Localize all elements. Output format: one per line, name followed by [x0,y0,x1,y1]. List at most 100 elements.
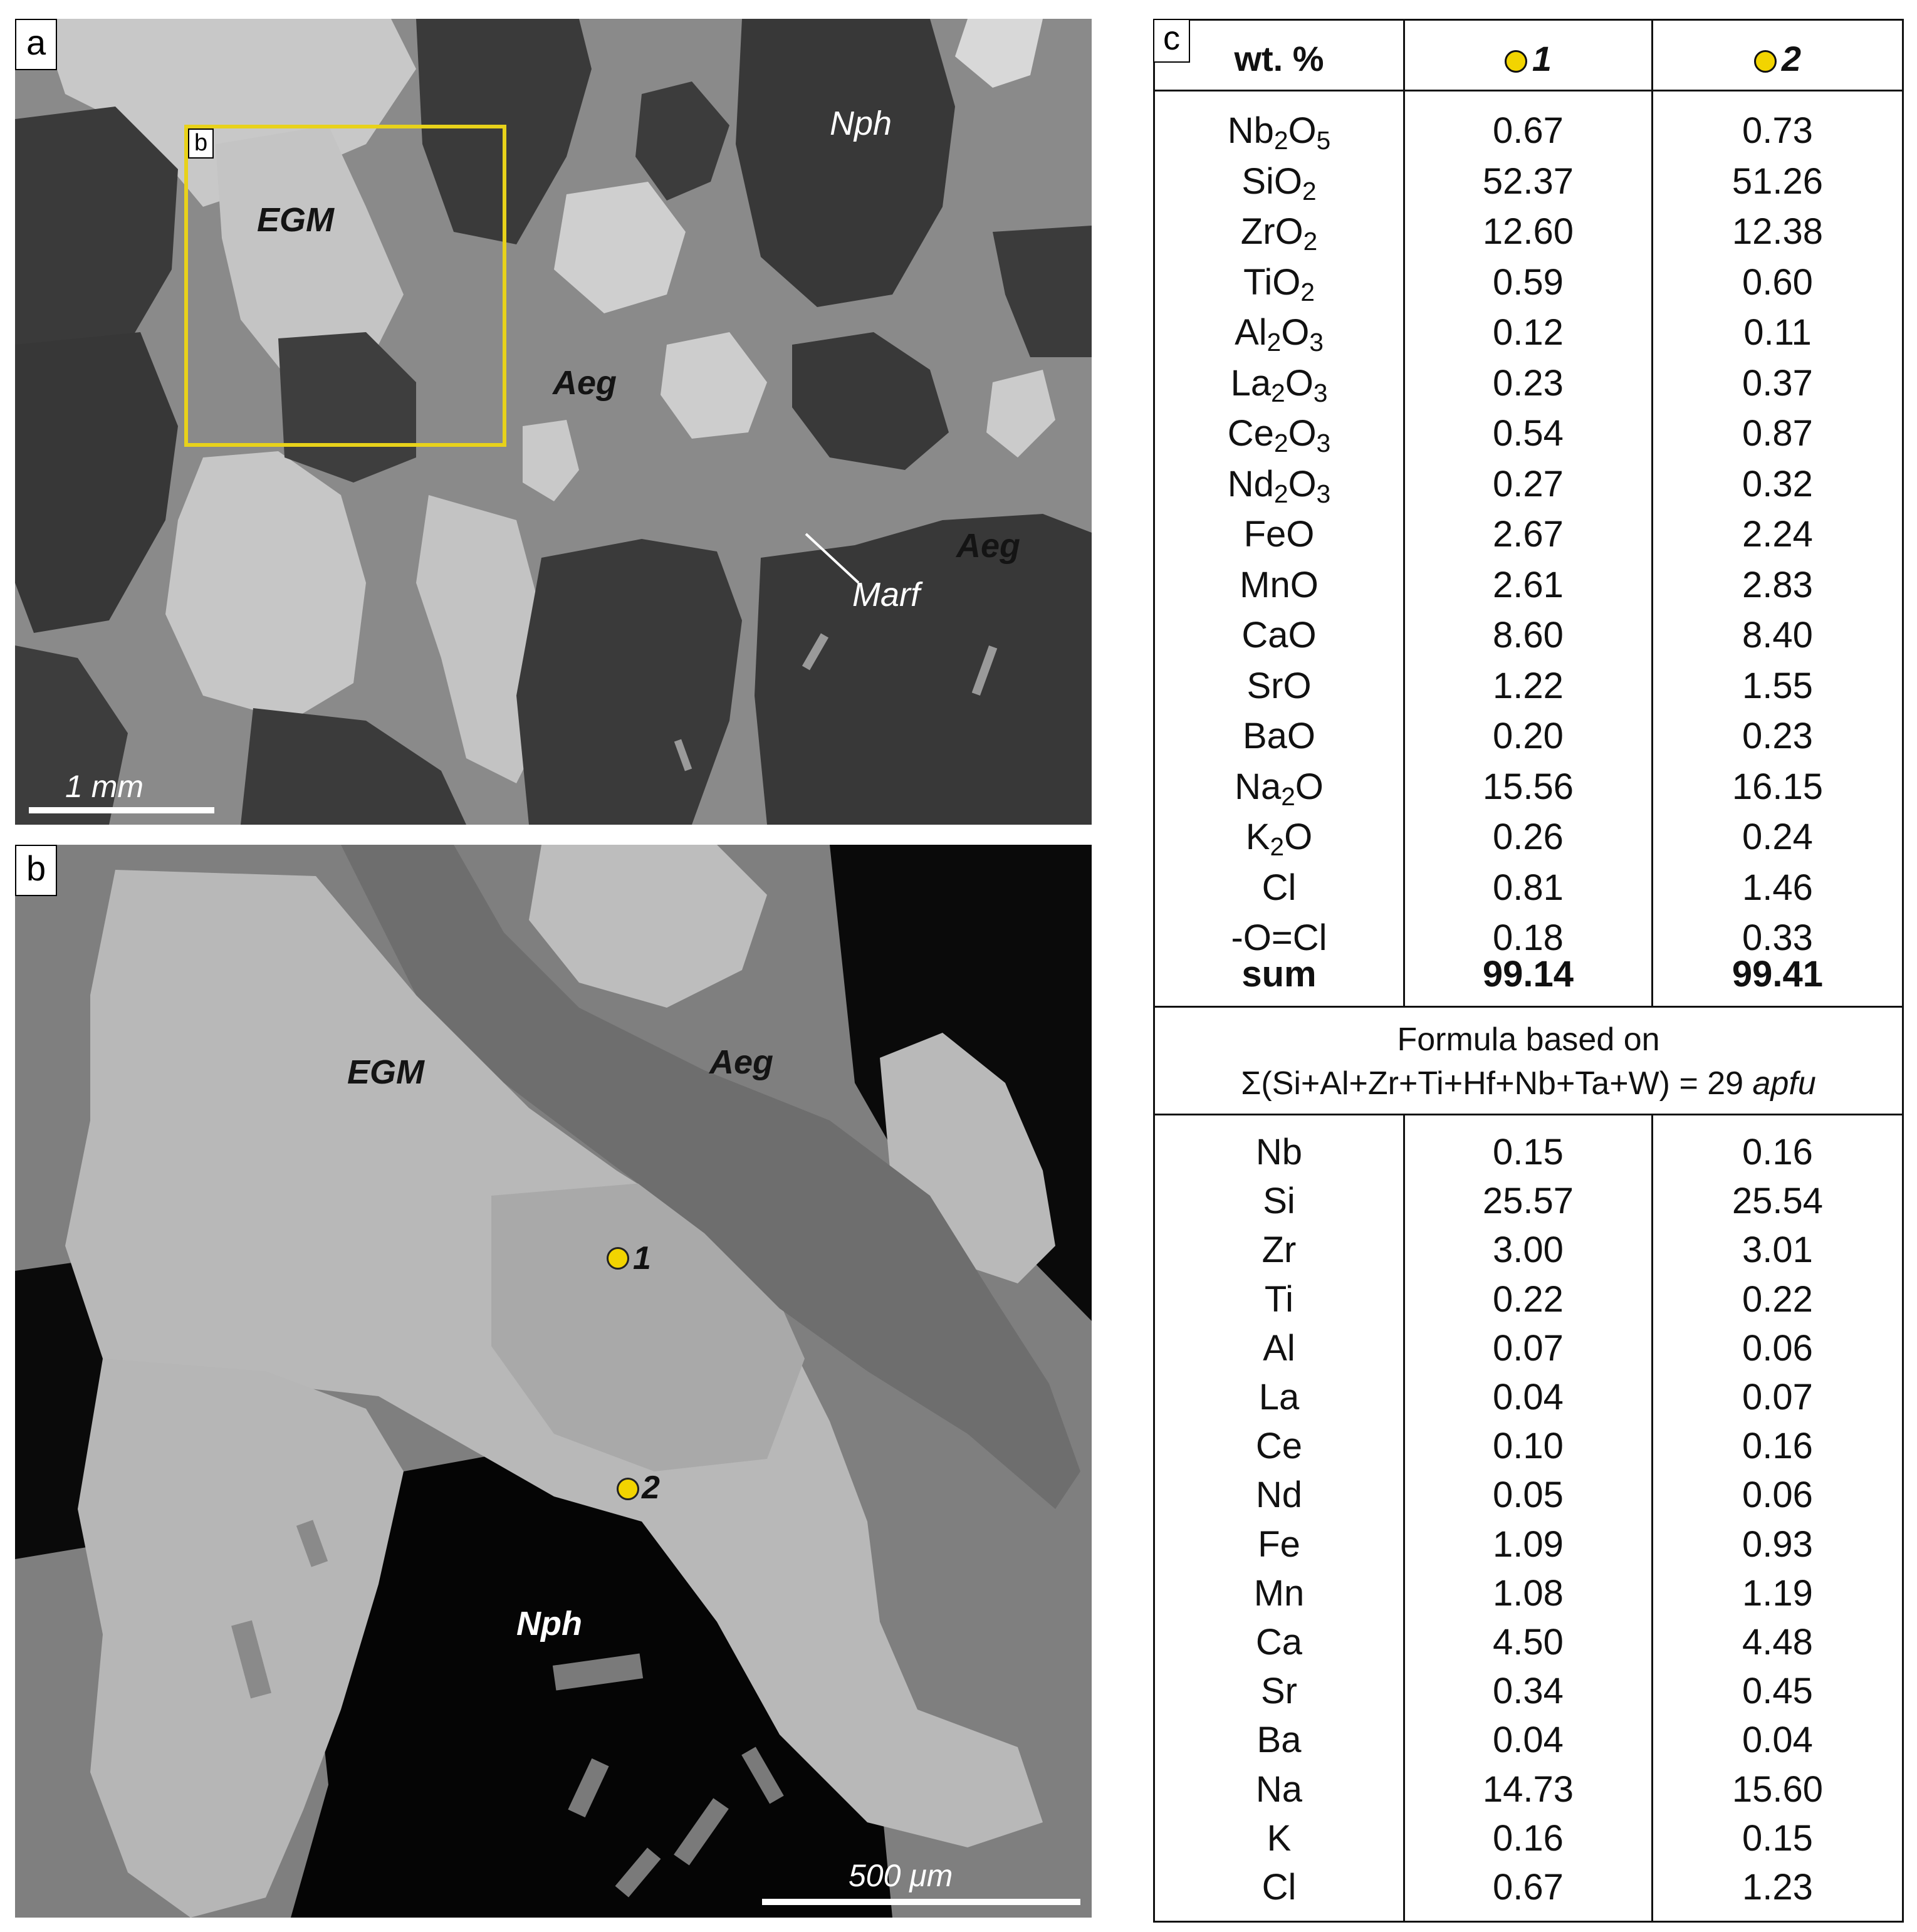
element-value-2: 0.45 [1742,1671,1813,1712]
oxide-value-2: 16.15 [1732,766,1824,807]
element-name: Al [1263,1327,1295,1369]
element-value-2: 0.06 [1742,1327,1813,1369]
element-value-1: 0.04 [1493,1377,1564,1418]
analysis-point-1-marker[interactable] [607,1247,629,1270]
oxide-name: MnO [1240,564,1319,605]
oxide-name: SrO [1246,665,1312,706]
oxide-value-2: 0.11 [1743,312,1812,353]
oxide-value-2: 8.40 [1742,615,1813,655]
element-value-2: 1.19 [1742,1572,1813,1614]
element-name: Na [1255,1768,1303,1810]
oxide-name: Cl [1261,867,1297,908]
oxide-name: -O=Cl [1231,917,1327,958]
sum-value-2: 99.41 [1732,954,1824,995]
oxide-name: FeO [1243,514,1315,555]
oxide-name: Nb2O5 [1227,110,1331,155]
oxide-value-2: 0.24 [1742,817,1813,857]
oxide-value-2: 2.24 [1742,514,1813,555]
element-value-2: 15.60 [1732,1768,1824,1810]
oxide-value-1: 0.18 [1493,917,1564,958]
element-value-2: 0.06 [1742,1475,1813,1516]
column-divider-1 [1403,21,1405,1006]
oxide-value-1: 0.67 [1493,110,1564,151]
formula-divider [1155,1114,1902,1115]
oxide-value-1: 0.20 [1493,716,1564,756]
element-name: Ca [1255,1622,1303,1663]
oxide-value-2: 0.23 [1742,716,1813,756]
bse-texture-a [15,19,1092,825]
element-name: Nd [1255,1475,1303,1516]
mineral-label-nph: Nph [830,105,892,142]
header-divider [1155,90,1902,91]
element-name: Sr [1261,1671,1297,1712]
header-point-1: 1 [1405,38,1651,79]
scale-label-b: 500 μm [849,1858,953,1893]
element-value-1: 3.00 [1493,1230,1564,1271]
oxide-value-2: 12.38 [1732,211,1824,252]
oxide-value-1: 2.61 [1493,564,1564,605]
oxide-value-2: 0.73 [1742,110,1813,151]
oxide-value-2: 51.26 [1732,160,1824,202]
oxide-name: Al2O3 [1235,312,1324,357]
formula-basis-line-2: Σ(Si+Al+Zr+Ti+Hf+Nb+Ta+W) = 29 apfu [1241,1065,1816,1102]
oxide-name: La2O3 [1230,362,1328,407]
oxide-name: ZrO2 [1240,211,1318,256]
element-name: Ce [1255,1426,1303,1467]
element-value-1: 0.10 [1493,1426,1564,1467]
oxide-value-1: 8.60 [1493,615,1564,655]
element-value-1: 0.04 [1493,1720,1564,1761]
oxide-value-1: 15.56 [1482,766,1574,807]
oxide-value-2: 1.55 [1742,665,1813,706]
element-name: Ba [1256,1720,1302,1761]
element-value-2: 0.16 [1742,1426,1813,1467]
oxide-name: K2O [1245,817,1313,862]
oxide-value-1: 0.27 [1493,463,1564,504]
element-name: Si [1263,1181,1295,1222]
element-name: La [1258,1377,1300,1418]
oxide-value-2: 0.60 [1742,261,1813,303]
element-name: Cl [1261,1867,1297,1908]
element-value-1: 4.50 [1493,1622,1564,1663]
header-wt-percent: wt. % [1234,39,1324,78]
inset-label-b: b [188,128,214,159]
oxide-name: Na2O [1235,766,1324,811]
oxide-value-1: 0.26 [1493,817,1564,857]
element-value-1: 0.15 [1493,1132,1564,1172]
oxide-value-2: 0.37 [1742,362,1813,404]
oxide-value-2: 1.46 [1742,867,1813,908]
element-name: Nb [1255,1132,1303,1172]
sum-divider [1155,1006,1902,1008]
analysis-point-2-label: 2 [642,1470,660,1506]
mineral-label-aeg: Aeg [553,364,617,402]
element-value-2: 4.48 [1742,1622,1813,1663]
oxide-name: Nd2O3 [1227,463,1331,508]
element-name: K [1267,1817,1292,1859]
element-value-1: 0.34 [1493,1671,1564,1712]
scale-bar-b [762,1899,1080,1905]
panel-label-b: b [15,845,58,896]
oxide-value-1: 0.81 [1493,867,1564,908]
element-name: Zr [1261,1230,1297,1271]
oxide-value-1: 12.60 [1482,211,1574,252]
oxide-value-2: 2.83 [1742,564,1813,605]
oxide-value-2: 0.33 [1742,917,1813,958]
mineral-label-nph: Nph [516,1605,582,1642]
formula-basis-line-1: Formula based on [1397,1021,1660,1058]
element-value-2: 1.23 [1742,1867,1813,1908]
oxide-value-1: 0.12 [1493,312,1564,353]
oxide-name: BaO [1242,716,1316,756]
mineral-label-egm: EGM [347,1053,425,1091]
sum-value-1: 99.14 [1482,954,1574,995]
panel-label-c: c [1153,19,1190,63]
bse-image-b: b EGM Aeg Nph 1 2 500 μm [15,845,1092,1918]
element-value-1: 0.05 [1493,1475,1564,1516]
element-value-1: 14.73 [1482,1768,1574,1810]
element-value-1: 0.16 [1493,1817,1564,1859]
element-value-2: 0.04 [1742,1720,1813,1761]
oxide-value-2: 0.87 [1742,413,1813,454]
header-point-2: 2 [1653,38,1902,79]
column-divider-1-lower [1403,1114,1405,1921]
analysis-point-2-marker[interactable] [617,1478,639,1500]
mineral-label-aeg: Aeg [709,1043,774,1081]
point-1-marker-icon [1504,50,1527,73]
